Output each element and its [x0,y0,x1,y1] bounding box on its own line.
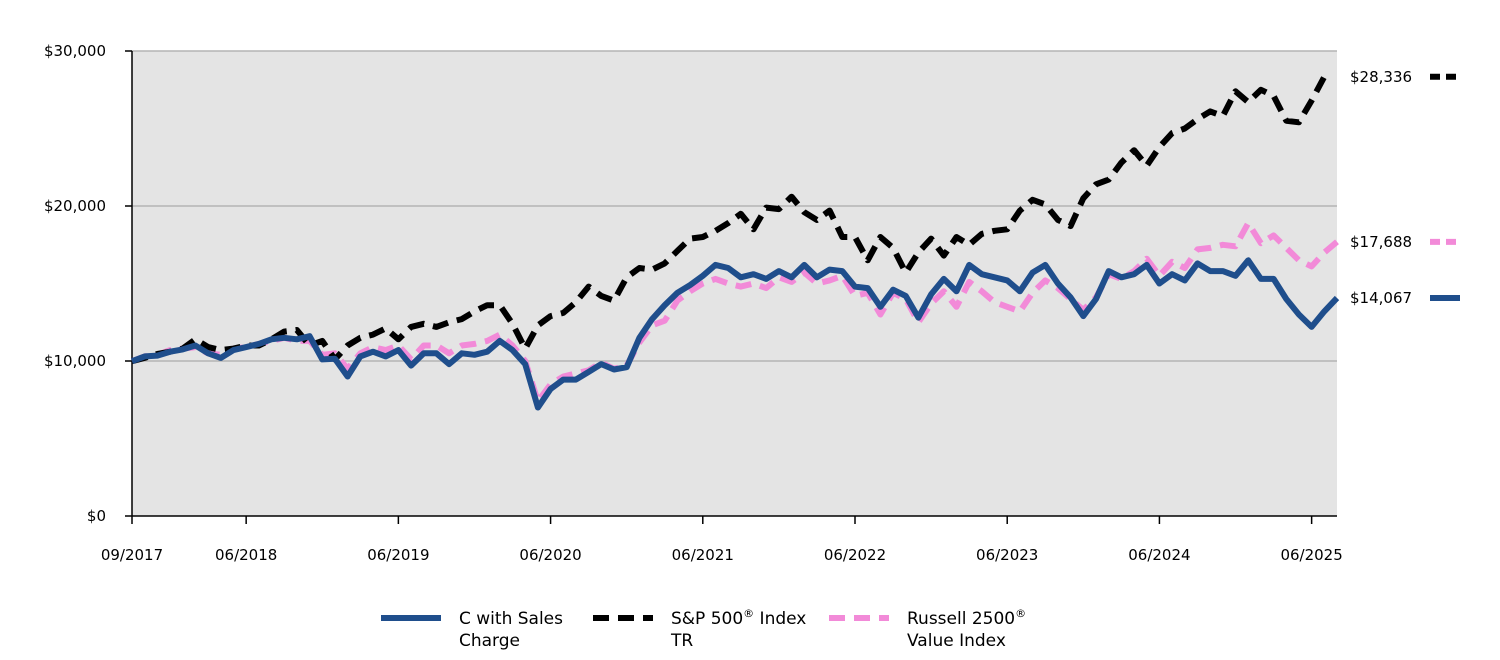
x-tick-label: 09/2017 [101,546,163,564]
x-tick-label: 06/2024 [1128,546,1190,564]
x-tick-label: 06/2025 [1280,546,1342,564]
end-labels: $14,067 $28,336 $17,688 [1350,68,1460,307]
y-tick-label: $10,000 [44,352,106,370]
series-lines [130,75,1340,411]
series-line-1 [131,75,1327,365]
legend-label-line2: TR [670,631,693,651]
legend-label: C with Sales [459,609,563,629]
x-tick-label: 06/2022 [824,546,886,564]
x-tick-label: 06/2020 [519,546,581,564]
y-tick-label: $30,000 [44,42,106,60]
x-tick-label: 06/2021 [672,546,734,564]
plot-background [132,51,1337,516]
end-value-label: $28,336 [1350,68,1412,86]
x-tick-label: 06/2023 [976,546,1038,564]
end-value-label: $14,067 [1350,289,1412,307]
legend-label-line2: Value Index [907,631,1006,651]
x-tick-label: 06/2018 [215,546,277,564]
y-axis: $0 $10,000 $20,000 $30,000 [44,42,133,525]
end-value-label: $17,688 [1350,233,1412,251]
legend-label: S&P 500® Index [671,607,806,629]
legend-label-line2: Charge [459,631,520,651]
y-tick-label: $0 [87,507,106,525]
y-tick-label: $20,000 [44,197,106,215]
legend-label: Russell 2500® [907,607,1026,629]
x-tick-label: 06/2019 [367,546,429,564]
x-axis: 09/2017 06/2018 06/2019 06/2020 06/2021 06/20… [101,515,1343,564]
series-line-0 [130,257,1340,411]
